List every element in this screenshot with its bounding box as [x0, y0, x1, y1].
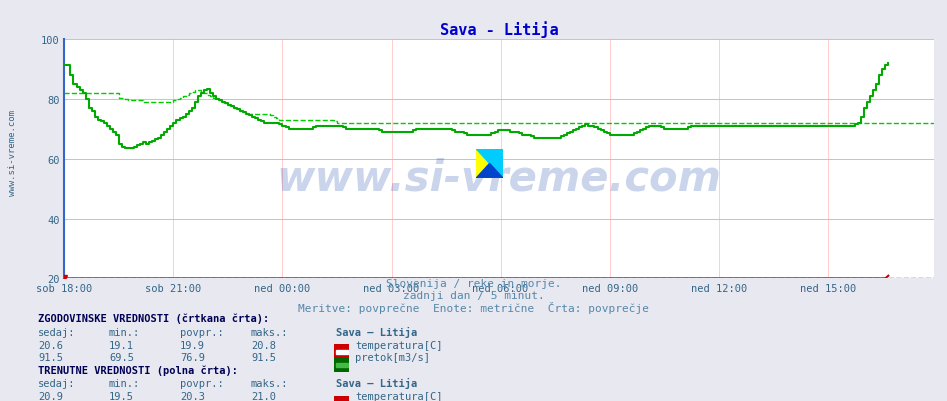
Text: Sava – Litija: Sava – Litija	[336, 326, 418, 337]
Text: TRENUTNE VREDNOSTI (polna črta):: TRENUTNE VREDNOSTI (polna črta):	[38, 365, 238, 375]
Text: temperatura[C]: temperatura[C]	[355, 391, 442, 401]
Text: 91.5: 91.5	[251, 352, 276, 363]
Text: 21.0: 21.0	[251, 391, 276, 401]
Bar	[335, 350, 348, 354]
Text: min.:: min.:	[109, 378, 140, 388]
Text: Sava – Litija: Sava – Litija	[336, 377, 418, 388]
Text: www.si-vreme.com: www.si-vreme.com	[8, 109, 17, 195]
Bar	[335, 363, 348, 367]
Text: min.:: min.:	[109, 327, 140, 337]
Polygon shape	[476, 150, 503, 178]
Text: Slovenija / reke in morje.: Slovenija / reke in morje.	[385, 279, 562, 289]
Text: 69.5: 69.5	[109, 352, 134, 363]
Text: 20.3: 20.3	[180, 391, 205, 401]
Text: temperatura[C]: temperatura[C]	[355, 340, 442, 350]
Text: sedaj:: sedaj:	[38, 378, 76, 388]
Text: Meritve: povprečne  Enote: metrične  Črta: povprečje: Meritve: povprečne Enote: metrične Črta:…	[298, 301, 649, 313]
Polygon shape	[476, 150, 503, 178]
Text: ZGODOVINSKE VREDNOSTI (črtkana črta):: ZGODOVINSKE VREDNOSTI (črtkana črta):	[38, 312, 269, 323]
Text: 20.9: 20.9	[38, 391, 63, 401]
Text: 19.5: 19.5	[109, 391, 134, 401]
Text: www.si-vreme.com: www.si-vreme.com	[277, 158, 722, 199]
Text: maks.:: maks.:	[251, 378, 289, 388]
Text: sedaj:: sedaj:	[38, 327, 76, 337]
Text: povpr.:: povpr.:	[180, 327, 223, 337]
Text: 76.9: 76.9	[180, 352, 205, 363]
Text: 19.9: 19.9	[180, 340, 205, 350]
Text: povpr.:: povpr.:	[180, 378, 223, 388]
Text: 20.8: 20.8	[251, 340, 276, 350]
Title: Sava - Litija: Sava - Litija	[439, 21, 559, 38]
Text: maks.:: maks.:	[251, 327, 289, 337]
Text: pretok[m3/s]: pretok[m3/s]	[355, 352, 430, 363]
Text: 20.6: 20.6	[38, 340, 63, 350]
Text: zadnji dan / 5 minut.: zadnji dan / 5 minut.	[402, 291, 545, 301]
Text: 19.1: 19.1	[109, 340, 134, 350]
Text: 91.5: 91.5	[38, 352, 63, 363]
Polygon shape	[476, 164, 503, 178]
